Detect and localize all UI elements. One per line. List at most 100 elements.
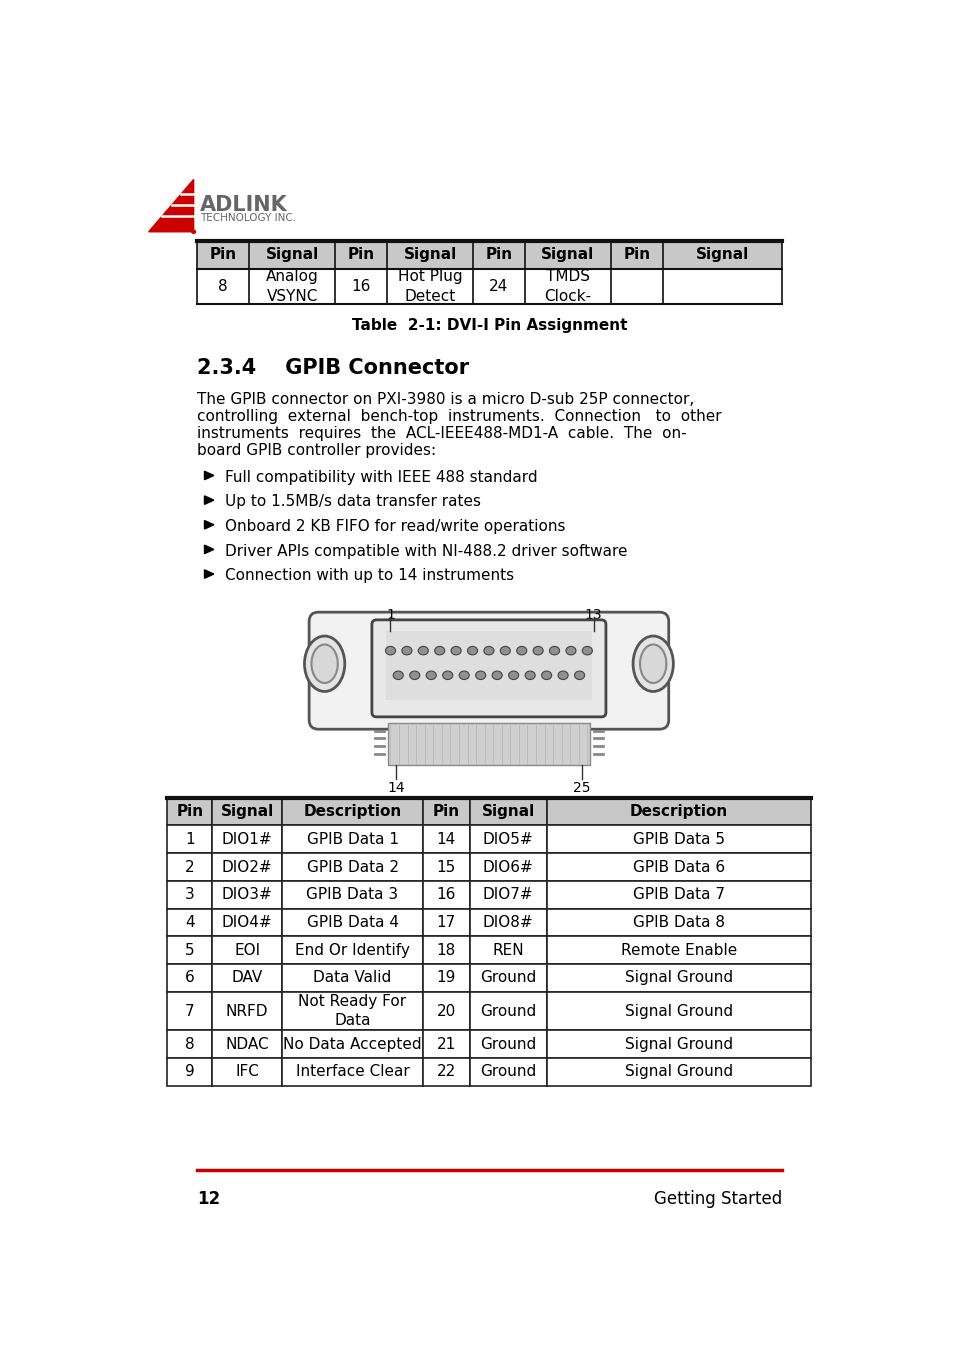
Text: Pin: Pin: [622, 248, 650, 263]
Text: DIO8#: DIO8#: [482, 915, 533, 930]
Text: 24: 24: [489, 279, 508, 294]
Text: DIO7#: DIO7#: [482, 887, 533, 902]
Bar: [422, 853, 469, 881]
Bar: [422, 964, 469, 991]
Text: Description: Description: [629, 804, 727, 819]
Text: GPIB Data 3: GPIB Data 3: [306, 887, 398, 902]
Bar: [469, 1057, 546, 1086]
Bar: [546, 991, 810, 1030]
Polygon shape: [204, 570, 213, 578]
Text: 20: 20: [436, 1003, 456, 1018]
Text: Ground: Ground: [479, 1064, 536, 1079]
Polygon shape: [204, 546, 213, 554]
Text: Signal: Signal: [696, 248, 748, 263]
Bar: [212, 909, 282, 937]
Text: GPIB Data 7: GPIB Data 7: [632, 887, 724, 902]
Bar: [212, 964, 282, 991]
Text: REN: REN: [492, 942, 523, 957]
Ellipse shape: [517, 646, 526, 655]
Text: DIO3#: DIO3#: [221, 887, 273, 902]
Text: Signal: Signal: [265, 248, 318, 263]
Text: Description: Description: [303, 804, 401, 819]
Bar: [282, 937, 422, 964]
Bar: [422, 909, 469, 937]
Bar: [167, 991, 212, 1030]
Text: GPIB Data 2: GPIB Data 2: [306, 860, 398, 875]
Text: GPIB Data 5: GPIB Data 5: [632, 831, 724, 846]
Polygon shape: [204, 520, 213, 529]
Text: instruments  requires  the  ACL-IEEE488-MD1-A  cable.  The  on-: instruments requires the ACL-IEEE488-MD1…: [196, 425, 685, 441]
Bar: [212, 826, 282, 853]
Text: 1: 1: [185, 831, 194, 846]
Ellipse shape: [467, 646, 477, 655]
Ellipse shape: [458, 672, 469, 680]
Text: GPIB Data 6: GPIB Data 6: [632, 860, 724, 875]
Text: NRFD: NRFD: [226, 1003, 268, 1018]
Text: DIO5#: DIO5#: [482, 831, 533, 846]
Bar: [212, 853, 282, 881]
Bar: [422, 991, 469, 1030]
Text: 8: 8: [218, 279, 228, 294]
Text: 3: 3: [185, 887, 194, 902]
Text: Data Valid: Data Valid: [314, 971, 392, 986]
Bar: [546, 798, 810, 826]
Bar: [385, 631, 592, 700]
Text: Signal: Signal: [481, 804, 535, 819]
Text: Ground: Ground: [479, 1037, 536, 1052]
Text: Pin: Pin: [485, 248, 512, 263]
Bar: [167, 964, 212, 991]
Text: Getting Started: Getting Started: [653, 1190, 781, 1208]
Polygon shape: [149, 180, 193, 232]
Bar: [469, 964, 546, 991]
Bar: [469, 937, 546, 964]
Text: EOI: EOI: [233, 942, 260, 957]
Bar: [422, 1057, 469, 1086]
Bar: [212, 798, 282, 826]
Bar: [422, 937, 469, 964]
Bar: [422, 798, 469, 826]
Text: Pin: Pin: [176, 804, 203, 819]
Text: 21: 21: [436, 1037, 456, 1052]
Text: IFC: IFC: [235, 1064, 259, 1079]
Bar: [167, 1057, 212, 1086]
Bar: [196, 268, 781, 305]
Bar: [282, 991, 422, 1030]
Ellipse shape: [442, 672, 453, 680]
Text: Onboard 2 KB FIFO for read/write operations: Onboard 2 KB FIFO for read/write operati…: [224, 519, 564, 533]
Text: Driver APIs compatible with NI-488.2 driver software: Driver APIs compatible with NI-488.2 dri…: [224, 543, 626, 559]
Bar: [282, 1030, 422, 1057]
Bar: [167, 798, 212, 826]
Text: Full compatibility with IEEE 488 standard: Full compatibility with IEEE 488 standar…: [224, 470, 537, 485]
Bar: [282, 826, 422, 853]
Text: Signal Ground: Signal Ground: [624, 1064, 732, 1079]
Ellipse shape: [492, 672, 501, 680]
Text: Pin: Pin: [347, 248, 375, 263]
Text: 22: 22: [436, 1064, 456, 1079]
Ellipse shape: [192, 230, 195, 233]
Ellipse shape: [524, 672, 535, 680]
Text: 19: 19: [436, 971, 456, 986]
Ellipse shape: [558, 672, 568, 680]
Bar: [212, 881, 282, 909]
Bar: [546, 937, 810, 964]
Text: 14: 14: [436, 831, 456, 846]
Ellipse shape: [633, 636, 673, 692]
Bar: [167, 937, 212, 964]
Text: 1: 1: [386, 608, 395, 621]
Bar: [282, 909, 422, 937]
Text: 18: 18: [436, 942, 456, 957]
Text: 8: 8: [185, 1037, 194, 1052]
Polygon shape: [204, 496, 213, 504]
Text: Signal Ground: Signal Ground: [624, 971, 732, 986]
Bar: [469, 853, 546, 881]
Text: 4: 4: [185, 915, 194, 930]
Text: 2.3.4    GPIB Connector: 2.3.4 GPIB Connector: [196, 357, 468, 378]
Bar: [422, 826, 469, 853]
Ellipse shape: [385, 646, 395, 655]
Ellipse shape: [581, 646, 592, 655]
Ellipse shape: [574, 672, 584, 680]
Bar: [167, 826, 212, 853]
Ellipse shape: [565, 646, 576, 655]
Ellipse shape: [451, 646, 460, 655]
Bar: [167, 1030, 212, 1057]
